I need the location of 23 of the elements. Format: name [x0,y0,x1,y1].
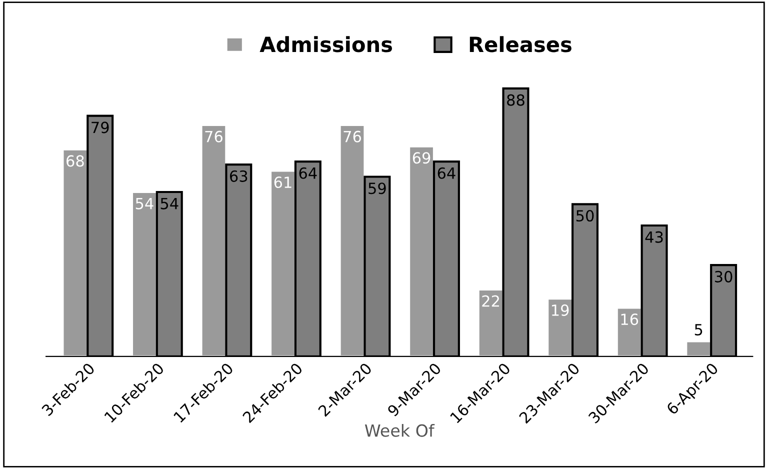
data-label: 59 [368,182,386,194]
data-label: 54 [136,198,154,210]
data-label: 64 [299,167,317,179]
data-label: 19 [552,304,569,316]
data-label: 5 [694,324,702,336]
data-label: 16 [621,314,638,326]
legend-label: Admissions [260,36,392,52]
data-label: 79 [92,122,109,134]
data-label: 30 [714,270,732,282]
data-label: 64 [438,167,456,179]
x-axis-title: Week Of [364,424,435,437]
data-label: 69 [412,152,430,164]
data-label: 43 [645,231,663,243]
data-label: 88 [507,94,524,106]
data-label: 63 [230,170,248,182]
data-label: 76 [344,130,362,142]
legend-label: Releases [470,36,572,52]
data-label: 61 [274,176,292,188]
data-label: 50 [576,210,594,222]
data-label: 68 [66,155,84,167]
data-label: 22 [482,295,499,307]
data-label: 54 [160,198,178,210]
data-label: 76 [205,130,222,142]
